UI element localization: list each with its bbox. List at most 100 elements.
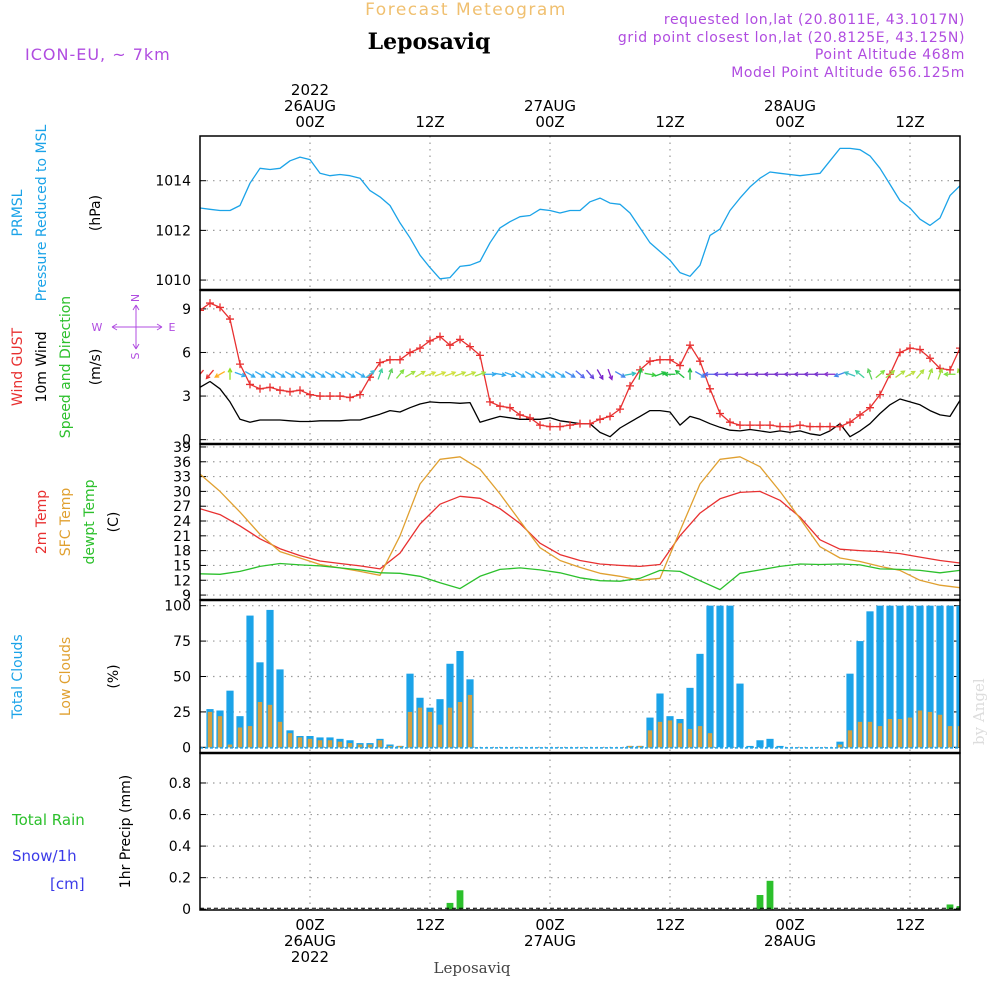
wind-arrow: [205, 369, 215, 380]
gust-marker: [226, 315, 234, 324]
y-axis-label: Wind GUST: [10, 327, 26, 406]
gust-marker: [776, 422, 784, 431]
cloud-low-bar: [227, 744, 233, 748]
cloud-low-bar: [427, 711, 433, 748]
y-tick-label: 9: [182, 588, 191, 604]
wind-arrow: [227, 367, 233, 380]
wind-arrow: [644, 372, 657, 378]
rain-label: Total Rain: [11, 811, 85, 829]
y-axis-label: dewpt Temp: [82, 479, 98, 564]
series-group: [200, 299, 960, 438]
cloud-low-bar: [297, 737, 303, 748]
cloud-low-bar: [927, 711, 933, 748]
cloud-low-bar: [237, 727, 243, 748]
wind-arrow: [444, 371, 457, 377]
time-label-top: 12Z: [655, 113, 684, 131]
cloud-low-bar: [667, 720, 673, 748]
y-tick-label: 0: [182, 902, 191, 918]
cloud-low-bar: [417, 707, 423, 748]
y-tick-label: 6: [182, 345, 191, 361]
time-label-bottom: 26AUG: [284, 932, 336, 950]
gust-marker: [566, 421, 574, 430]
gust-marker: [200, 306, 204, 315]
gust-marker: [476, 351, 484, 360]
gust-marker: [466, 342, 474, 351]
wind-arrow: [624, 371, 637, 377]
wind-10m-line: [200, 380, 960, 438]
point-altitude: Point Altitude 468m: [815, 47, 965, 63]
wind-arrow: [575, 370, 586, 379]
cloud-low-bar: [907, 717, 913, 748]
series-line-SFC: [200, 456, 960, 589]
cloud-low-bar: [287, 733, 293, 748]
time-label-bottom: 2022: [291, 948, 329, 966]
gust-marker: [926, 354, 934, 363]
wind-arrow: [564, 370, 576, 378]
y-axis-label: (hPa): [88, 195, 104, 231]
y-axis-label: SFC Temp: [58, 488, 74, 557]
gust-marker: [506, 403, 514, 412]
gust-marker: [746, 421, 754, 430]
gust-marker: [716, 409, 724, 418]
wind-arrow: [654, 371, 667, 377]
y-axis-label: 1hr Precip (mm): [118, 775, 134, 888]
gust-marker: [206, 299, 214, 308]
y-tick-label: 3: [182, 389, 191, 405]
cloud-total-bar: [756, 740, 764, 748]
y-tick-label: 0: [182, 740, 191, 756]
gust-marker: [796, 421, 804, 430]
y-axis-label: Speed and Direction: [58, 296, 74, 438]
cloud-low-bar: [277, 721, 283, 748]
wind-arrow: [674, 369, 685, 379]
cloud-low-bar: [347, 743, 353, 748]
gust-marker: [896, 348, 904, 357]
precip-bar: [956, 906, 960, 910]
cloud-low-bar: [247, 726, 253, 748]
cloud-low-bar: [677, 723, 683, 748]
wind-arrow: [424, 371, 437, 377]
gust-marker: [536, 421, 544, 430]
wind-arrow: [875, 369, 886, 379]
wind-arrow: [823, 371, 836, 377]
gust-marker: [216, 303, 224, 312]
watermark: by Angel: [970, 678, 988, 745]
precip-bar: [766, 880, 774, 910]
cloud-low-bar: [377, 740, 383, 748]
cloud-low-bar: [647, 730, 653, 748]
gust-marker: [676, 361, 684, 370]
series-line-dewpt: [200, 562, 960, 591]
gust-marker: [956, 344, 960, 353]
wind-arrow: [596, 369, 604, 381]
wind-arrow: [607, 368, 614, 381]
cloud-low-bar: [687, 728, 693, 748]
y-axis-label: (%): [106, 664, 122, 688]
wind-arrow: [687, 367, 693, 380]
wind-arrow: [927, 367, 934, 380]
time-label-bottom: 28AUG: [764, 932, 816, 950]
cloud-total-bar: [226, 690, 234, 748]
cloud-total-bar: [726, 605, 734, 748]
cloud-total-bar: [876, 605, 884, 748]
gust-marker: [856, 410, 864, 419]
gust-marker: [786, 422, 794, 431]
panel-clouds: 0 25 50 75 100 Total Clouds Low Clouds (%): [10, 599, 961, 756]
gust-marker: [516, 410, 524, 419]
wind-arrow: [895, 370, 906, 378]
model-label: ICON-EU, ~ 7km: [25, 45, 171, 64]
cloud-low-bar: [917, 710, 923, 748]
y-tick-label: 30: [173, 484, 191, 500]
y-tick-label: 9: [182, 302, 191, 318]
y-tick-label: 0: [182, 433, 191, 449]
gust-marker: [916, 345, 924, 354]
cloud-low-bar: [337, 741, 343, 748]
gust-marker: [906, 344, 914, 353]
wind-arrow: [334, 370, 346, 378]
y-tick-label: 39: [173, 440, 191, 456]
cloud-total-bar: [456, 651, 464, 748]
y-tick-label: 0.8: [169, 776, 191, 792]
cloud-low-bar: [627, 745, 633, 748]
cloud-total-bar: [686, 687, 694, 748]
wind-arrow: [514, 370, 526, 378]
gust-marker: [456, 335, 464, 344]
gust-marker: [656, 355, 664, 364]
